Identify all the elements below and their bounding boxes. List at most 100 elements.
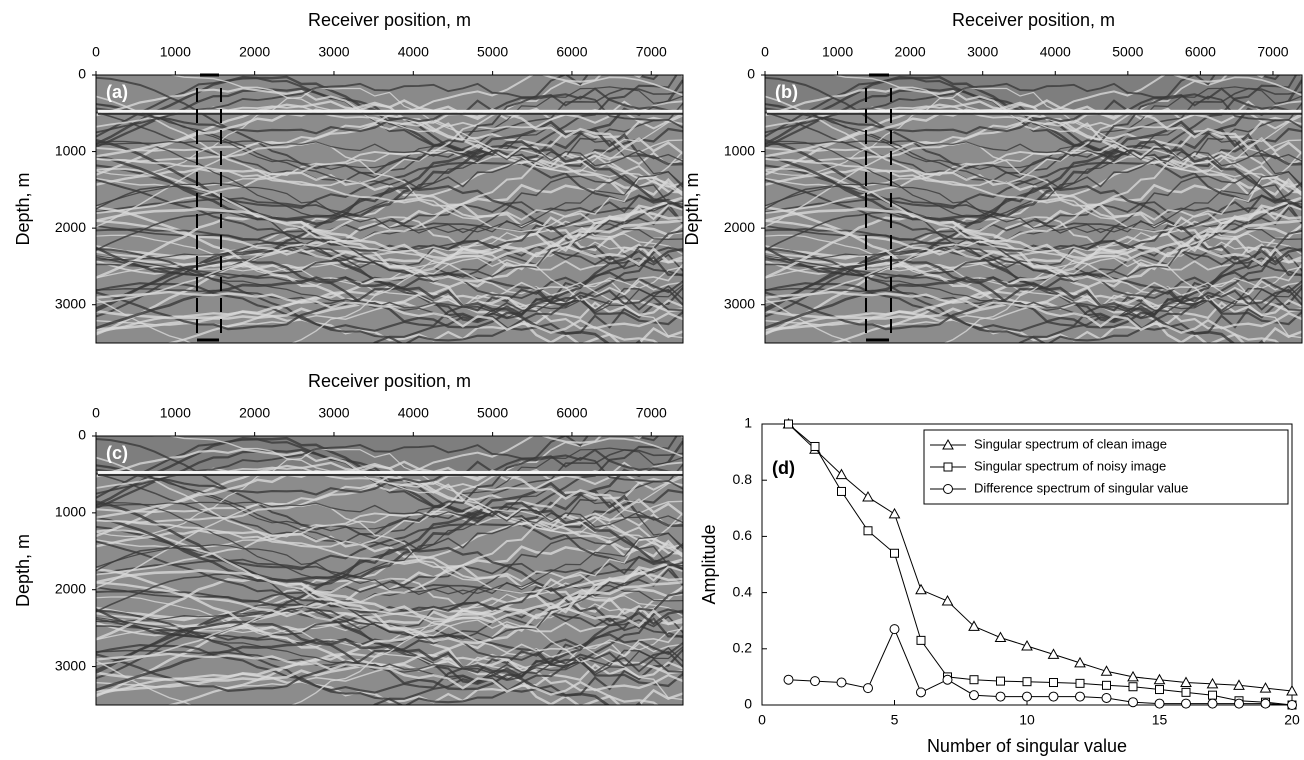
reflector — [96, 647, 683, 675]
reflector — [765, 299, 1302, 342]
marker-triangle — [915, 583, 927, 595]
reflector — [96, 519, 683, 587]
reflector — [765, 143, 1302, 215]
seismic-image — [96, 75, 683, 343]
legend-box — [923, 429, 1289, 505]
x-axis-label: Receiver position, m — [308, 371, 471, 391]
x-axis-label: Receiver position, m — [308, 10, 471, 30]
x-tick-label: 3000 — [318, 44, 349, 60]
reflector — [96, 609, 683, 691]
marker-square — [1022, 677, 1032, 687]
y-tick-label: 3000 — [55, 295, 86, 311]
reflector — [96, 161, 683, 209]
reflector — [96, 638, 642, 705]
reflector — [96, 244, 683, 320]
reflector — [96, 571, 683, 645]
marker-circle — [783, 674, 794, 685]
reflector — [765, 200, 1302, 278]
legend-marker — [942, 438, 954, 450]
marker-square — [1049, 678, 1058, 688]
x-tick-label: 0 — [761, 44, 769, 60]
reflector — [96, 436, 683, 524]
panel-label: (c) — [106, 443, 128, 463]
reflector — [96, 448, 683, 496]
marker-circle — [1234, 698, 1244, 709]
marker-square — [1208, 690, 1217, 700]
marker-circle — [810, 676, 820, 687]
x-tick-label: 10 — [1019, 712, 1035, 728]
reflector — [96, 609, 683, 697]
marker-circle — [1048, 691, 1059, 702]
y-axis-label: Depth, m — [13, 172, 33, 245]
reflector — [96, 562, 683, 640]
x-tick-label: 5000 — [1112, 44, 1143, 60]
seismic-image — [96, 436, 683, 705]
x-tick-label: 7000 — [1257, 44, 1288, 60]
marker-triangle — [941, 595, 954, 606]
reflector — [765, 161, 1302, 210]
marker-circle — [863, 683, 873, 694]
seafloor-reflector-dark — [98, 112, 683, 115]
y-tick-label: 2000 — [55, 580, 86, 596]
marker-triangle — [1259, 682, 1272, 693]
marker-circle — [836, 677, 847, 688]
seafloor-reflector — [767, 109, 1302, 113]
reflector — [96, 86, 683, 176]
y-tick-label: 1000 — [55, 504, 86, 520]
marker-circle — [889, 624, 900, 635]
seafloor-reflector — [98, 109, 683, 113]
reflector — [96, 561, 683, 622]
reflector — [765, 87, 1302, 135]
marker-square — [890, 548, 899, 558]
reflector — [96, 437, 683, 548]
marker-circle — [1260, 698, 1271, 709]
reflector — [96, 240, 683, 304]
reflector — [96, 601, 683, 666]
marker-square — [996, 676, 1005, 686]
seafloor-reflector-dark — [98, 473, 683, 476]
y-tick-label: 1000 — [55, 142, 86, 158]
reflector — [96, 523, 683, 571]
reflector — [96, 436, 683, 526]
x-tick-label: 4000 — [1040, 44, 1071, 60]
reflector — [96, 447, 683, 532]
reflector — [765, 157, 1302, 225]
marker-circle — [1022, 691, 1032, 702]
reflector — [96, 75, 683, 163]
reflector — [96, 140, 683, 233]
marker-triangle — [1180, 676, 1192, 688]
marker-square — [1155, 685, 1164, 695]
marker-triangle — [1233, 679, 1245, 690]
reflector — [96, 532, 683, 596]
y-tick-label: 0 — [744, 696, 752, 712]
reflector — [96, 75, 678, 155]
reflector — [96, 276, 642, 343]
legend-label: Difference spectrum of singular value — [974, 480, 1188, 495]
reflector — [96, 143, 683, 215]
reflector — [765, 257, 1302, 343]
marker-triangle — [862, 491, 874, 502]
seafloor-reflector — [98, 470, 683, 474]
reflector — [765, 107, 1302, 152]
marker-square — [837, 486, 846, 496]
x-axis-label: Number of singular value — [927, 736, 1127, 756]
reflector — [96, 99, 683, 158]
marker-triangle — [1206, 677, 1219, 689]
reflector — [96, 619, 683, 705]
reflector — [372, 650, 683, 705]
marker-square — [1128, 682, 1138, 692]
marker-triangle — [888, 507, 901, 519]
legend-label: Singular spectrum of clean image — [974, 436, 1167, 451]
marker-triangle — [1153, 673, 1166, 685]
reflector — [765, 210, 1302, 283]
marker-triangle — [1021, 639, 1033, 651]
reflector — [96, 171, 683, 234]
x-tick-label: 0 — [92, 44, 100, 60]
x-tick-label: 6000 — [556, 405, 587, 421]
reflector — [96, 75, 660, 175]
reflector — [96, 157, 683, 225]
marker-circle — [916, 687, 926, 698]
marker-triangle — [835, 468, 848, 480]
reflector — [765, 185, 1302, 277]
reflector — [96, 463, 683, 551]
